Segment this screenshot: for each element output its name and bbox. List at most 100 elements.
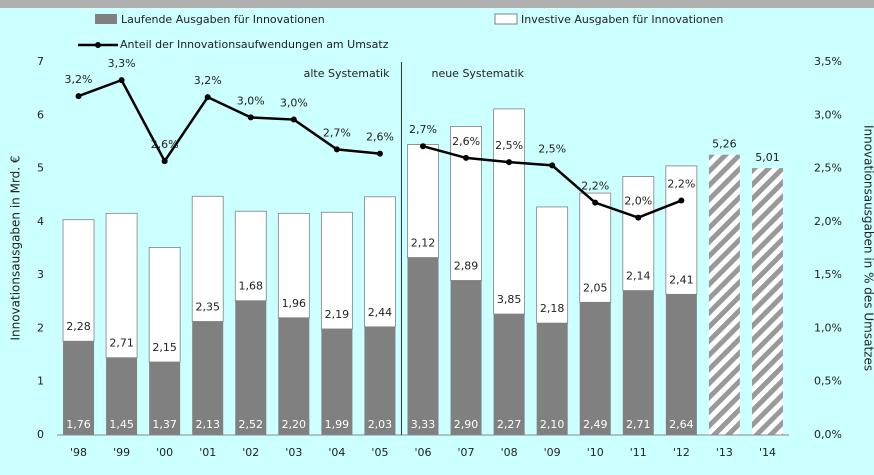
x-tick-label: '03 — [285, 446, 302, 459]
line-point — [592, 199, 599, 206]
x-tick-label: '04 — [328, 446, 345, 459]
data-label: 3,2% — [194, 74, 222, 87]
bar-segment — [62, 219, 95, 342]
line-point — [161, 158, 168, 165]
data-label: 2,71 — [626, 418, 651, 431]
data-label: 2,6% — [366, 131, 394, 144]
data-label: 2,03 — [368, 418, 393, 431]
data-label: 3,33 — [411, 418, 436, 431]
line — [78, 78, 381, 164]
projected-bar — [708, 154, 740, 435]
x-tick-label: '98 — [70, 446, 87, 459]
x-tick-label: '05 — [371, 446, 388, 459]
bar-segment — [277, 212, 310, 319]
x-tick-label: '13 — [716, 446, 733, 459]
bar-segment — [234, 210, 267, 302]
y-tick-label: 4 — [37, 215, 44, 228]
data-label: 2,05 — [583, 281, 608, 294]
bar-segment — [321, 328, 353, 435]
x-tick-label: '10 — [587, 446, 604, 459]
y-tick-label: 0 — [37, 428, 44, 441]
data-label: 2,7% — [409, 123, 437, 136]
legend-swatch — [95, 14, 117, 24]
bar-segment — [665, 294, 697, 435]
data-label: 1,68 — [239, 280, 264, 293]
data-label: 2,35 — [195, 301, 220, 314]
data-label: 2,12 — [411, 237, 436, 250]
legend-swatch — [494, 13, 518, 25]
bar-segment — [622, 290, 654, 435]
data-label: 2,5% — [495, 139, 523, 152]
y2-tick-label: 1,5% — [814, 268, 842, 281]
y2-tick-label: 2,0% — [814, 215, 842, 228]
data-label: 2,14 — [626, 270, 651, 283]
bar-segment — [407, 257, 439, 435]
line-point — [75, 93, 82, 100]
data-label: 1,45 — [109, 418, 134, 431]
data-label: 2,6% — [151, 138, 179, 151]
line-point — [118, 77, 125, 84]
data-label: 2,41 — [669, 273, 694, 286]
bar-segment — [536, 206, 569, 324]
y2-tick-label: 1,0% — [814, 321, 842, 334]
x-tick-label: '09 — [544, 446, 561, 459]
legend-label: Investive Ausgaben für Innovationen — [521, 13, 723, 26]
line-point — [420, 143, 426, 150]
y2-tick-label: 0,0% — [814, 428, 842, 441]
y2-tick-label: 2,5% — [814, 162, 842, 175]
y-tick-label: 1 — [37, 375, 44, 388]
x-tick-label: '06 — [414, 446, 431, 459]
x-tick-label: '07 — [458, 446, 475, 459]
y2-tick-label: 0,5% — [814, 375, 842, 388]
data-label: 2,90 — [454, 418, 479, 431]
top-strip — [0, 0, 874, 8]
x-tick-label: '01 — [199, 446, 216, 459]
projected-bar — [751, 168, 783, 435]
annotation: neue Systematik — [431, 67, 524, 80]
line-point — [635, 214, 642, 221]
y2-tick-label: 3,0% — [814, 108, 842, 121]
data-label: 3,3% — [108, 57, 136, 70]
bar-segment — [493, 108, 526, 315]
data-label: 2,0% — [624, 195, 652, 208]
bar-segment — [63, 341, 95, 435]
data-label: 2,6% — [452, 135, 480, 148]
legend-label: Anteil der Innovationsaufwendungen am Um… — [120, 38, 389, 51]
bar-segment — [235, 300, 267, 435]
line-point — [290, 116, 297, 123]
data-label: 2,49 — [583, 418, 608, 431]
data-label: 2,20 — [282, 418, 307, 431]
bar-segment — [450, 126, 482, 281]
data-label: 1,99 — [325, 418, 350, 431]
bar-segment — [493, 314, 525, 435]
legend-label: Laufende Ausgaben für Innovationen — [121, 13, 325, 26]
data-label: 3,0% — [237, 94, 265, 107]
data-label: 2,19 — [325, 308, 350, 321]
bar-segment — [579, 302, 611, 435]
data-label: 2,27 — [497, 418, 522, 431]
bar-segment — [191, 195, 224, 322]
bar-segment — [536, 323, 568, 435]
bar-segment — [407, 144, 439, 258]
data-label: 2,71 — [109, 337, 134, 350]
data-label: 2,15 — [152, 341, 177, 354]
line-point — [376, 150, 383, 157]
legend-marker — [95, 42, 101, 48]
bar-segment — [622, 176, 655, 291]
annotation: alte Systematik — [304, 67, 391, 80]
bar-segment — [278, 317, 310, 435]
data-label: 2,10 — [540, 418, 565, 431]
x-tick-label: '00 — [156, 446, 173, 459]
data-label: 1,96 — [282, 297, 307, 310]
bar-segment — [192, 321, 224, 435]
bar-segment — [105, 212, 138, 359]
data-label: 2,2% — [667, 178, 695, 191]
line-point — [204, 94, 211, 101]
bar-segment — [149, 361, 181, 435]
bar-segment — [364, 326, 396, 435]
data-label: 5,26 — [712, 138, 737, 151]
data-label: 2,5% — [538, 142, 566, 155]
y-tick-label: 5 — [37, 162, 44, 175]
data-label: 2,64 — [669, 418, 694, 431]
